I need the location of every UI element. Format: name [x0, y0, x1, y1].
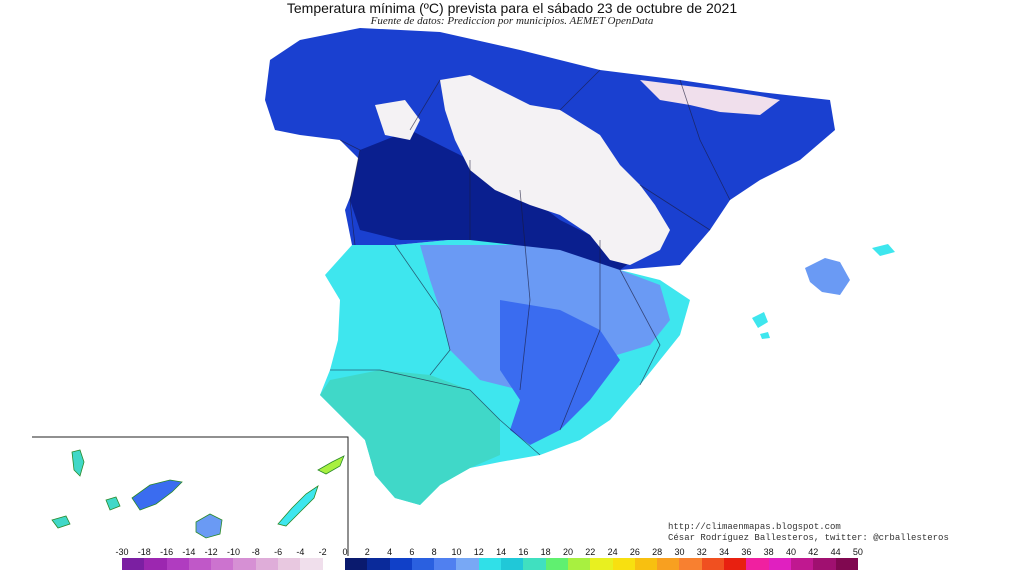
legend-swatch — [344, 558, 368, 570]
legend-swatch — [255, 558, 279, 570]
legend-swatch — [322, 558, 345, 570]
legend-tick-label: 30 — [674, 547, 685, 557]
legend-swatch — [523, 558, 546, 570]
legend-swatch — [389, 558, 412, 570]
lanzarote-island — [317, 455, 345, 475]
legend-tick-label: 8 — [431, 547, 437, 557]
legend-swatch — [657, 558, 680, 570]
legend-swatch — [411, 558, 435, 570]
legend-swatch — [612, 558, 635, 570]
legend-tick-label: -16 — [160, 547, 174, 557]
legend-tick-label: 20 — [562, 547, 574, 557]
legend-swatch — [233, 558, 256, 570]
legend-swatch — [724, 558, 747, 570]
legend-tick-label: 34 — [719, 547, 730, 557]
legend-swatch — [166, 558, 189, 570]
legend-tick-label: 36 — [741, 547, 752, 557]
legend-tick-label: 4 — [387, 547, 393, 557]
ibiza-island — [752, 312, 768, 328]
legend-swatch — [567, 558, 591, 570]
province-borders — [330, 69, 731, 456]
legend-tick-label: -14 — [182, 547, 196, 557]
legend-swatch — [813, 558, 836, 570]
temperature-color-scale — [122, 558, 858, 570]
legend-swatch — [367, 558, 390, 570]
legend-tick-label: -18 — [137, 547, 151, 557]
legend-swatch — [590, 558, 613, 570]
legend-tick-label: 26 — [629, 547, 640, 557]
menorca-island — [872, 244, 895, 256]
legend-swatch — [122, 558, 145, 570]
legend-tick-label: -30 — [115, 547, 129, 557]
blog-url: http://climaenmapas.blogspot.com — [668, 522, 841, 532]
legend-tick-label: 50 — [852, 547, 863, 557]
mallorca-island — [805, 258, 850, 295]
legend-tick-label: 16 — [518, 547, 529, 557]
legend-tick-label: -6 — [274, 547, 283, 557]
pyrenees-freezing-region — [640, 80, 780, 115]
legend-tick-label: -12 — [204, 547, 218, 557]
legend-tick-label: 32 — [696, 547, 707, 557]
legend-tick-label: 0 — [342, 547, 348, 557]
legend-tick-label: 10 — [451, 547, 462, 557]
legend-tick-label: 12 — [473, 547, 484, 557]
legend-tick-label: -10 — [226, 547, 241, 557]
map-title: Temperatura mínima (ºC) prevista para el… — [286, 0, 738, 16]
legend-tick-label: -2 — [318, 547, 327, 557]
legend-tick-label: 14 — [496, 547, 507, 557]
legend-tick-label: -4 — [296, 547, 305, 557]
legend-swatch — [278, 558, 301, 570]
legend-swatch — [456, 558, 479, 570]
legend-swatch — [746, 558, 769, 570]
legend-tick-label: 40 — [785, 547, 797, 557]
legend-swatch — [768, 558, 791, 570]
legend-tick-label: 6 — [409, 547, 415, 557]
legend-swatch — [545, 558, 568, 570]
canary-inset-frame — [32, 436, 349, 556]
legend-tick-label: 38 — [763, 547, 774, 557]
legend-swatch — [501, 558, 524, 570]
freezing-region — [440, 75, 670, 265]
northwest-freezing-region — [375, 100, 420, 140]
formentera-island — [760, 332, 770, 339]
legend-swatch — [634, 558, 658, 570]
legend-tick-label: 24 — [607, 547, 618, 557]
legend-tick-label: 22 — [585, 547, 596, 557]
la-gomera-island — [105, 496, 121, 511]
legend-tick-label: 42 — [808, 547, 819, 557]
legend-swatch — [835, 558, 858, 570]
el-hierro-island — [51, 515, 71, 529]
andalusia-region — [320, 370, 500, 505]
legend-swatch — [211, 558, 234, 570]
legend-tick-label: 44 — [830, 547, 841, 557]
fuerteventura-island — [277, 485, 319, 527]
legend-tick-label: -8 — [251, 547, 260, 557]
author-credit: César Rodríguez Ballesteros, twitter: @c… — [668, 533, 949, 543]
legend-swatch — [434, 558, 457, 570]
legend-swatch — [300, 558, 323, 570]
tenerife-island — [131, 479, 183, 511]
legend-swatch — [478, 558, 502, 570]
data-source-subtitle: Fuente de datos: Prediccion por municipi… — [370, 15, 654, 27]
deep-cold-region — [350, 130, 640, 270]
southeast-cold-region — [500, 300, 620, 445]
legend-swatch — [144, 558, 167, 570]
legend-tick-label: 18 — [540, 547, 551, 557]
legend-swatch — [790, 558, 814, 570]
legend-swatch — [679, 558, 702, 570]
legend-swatch — [701, 558, 725, 570]
legend-tick-label: 28 — [652, 547, 663, 557]
gran-canaria-island — [195, 513, 223, 539]
la-palma-island — [71, 449, 85, 477]
legend-swatch — [188, 558, 212, 570]
legend-tick-label: 2 — [364, 547, 370, 557]
